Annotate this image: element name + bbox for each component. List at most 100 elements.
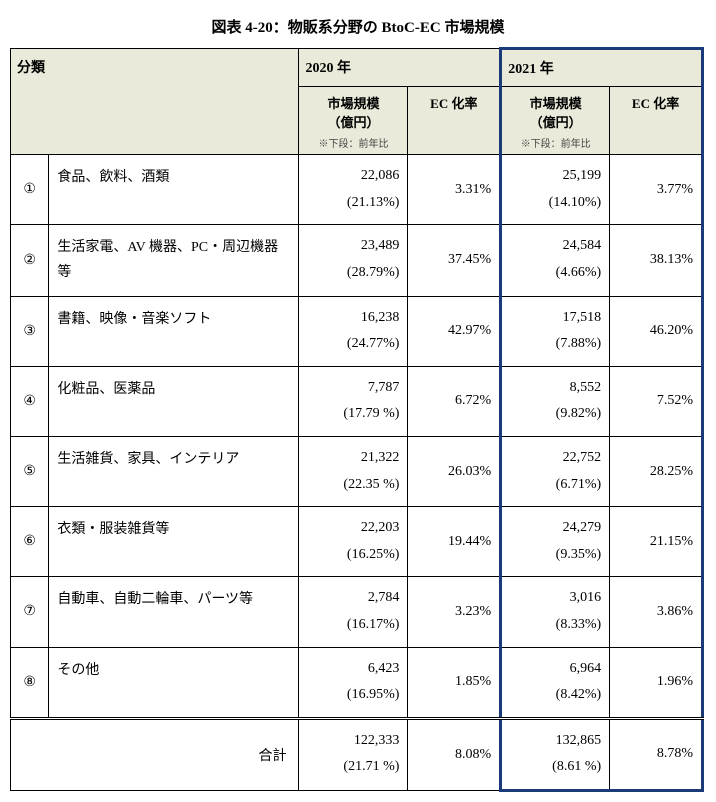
row-v21: 25,199(14.10%) — [501, 155, 610, 225]
row-category: 生活雑貨、家具、インテリア — [49, 436, 299, 506]
table-row: ②生活家電、AV 機器、PC・周辺機器等23,489(28.79%)37.45%… — [11, 225, 703, 296]
total-r20: 8.08% — [408, 718, 501, 790]
market-table: 分類 2020 年 2021 年 市場規模 （億円） ※下段：前年比 EC 化率… — [10, 47, 704, 792]
hdr-category: 分類 — [11, 49, 299, 155]
row-v21: 24,584(4.66%) — [501, 225, 610, 296]
row-v20-yoy: (16.95%) — [303, 682, 399, 709]
row-v20: 7,787(17.79 %) — [299, 366, 408, 436]
row-number: ⑧ — [11, 647, 49, 718]
row-v20-yoy: (21.13%) — [303, 190, 399, 217]
hdr-year-2020: 2020 年 — [299, 49, 501, 87]
row-v20-val: 22,203 — [303, 515, 399, 542]
row-v20-yoy: (16.17%) — [303, 612, 399, 639]
row-v20: 22,086(21.13%) — [299, 155, 408, 225]
row-v20-yoy: (22.35 %) — [303, 472, 399, 499]
total-v20-val: 122,333 — [303, 728, 399, 755]
row-v21-yoy: (8.42%) — [506, 682, 601, 709]
hdr-size-note: ※下段：前年比 — [303, 135, 403, 150]
row-r21: 3.86% — [610, 577, 703, 647]
row-v21-val: 8,552 — [506, 375, 601, 402]
row-v21-val: 25,199 — [506, 163, 601, 190]
row-v20-yoy: (24.77%) — [303, 331, 399, 358]
row-r20: 19.44% — [408, 507, 501, 577]
hdr-year-2021-ext — [610, 49, 703, 87]
row-r20: 42.97% — [408, 296, 501, 366]
row-v20: 16,238(24.77%) — [299, 296, 408, 366]
hdr-rate-2021: EC 化率 — [610, 87, 703, 155]
hdr-rate-2020: EC 化率 — [408, 87, 501, 155]
row-v21-val: 22,752 — [506, 445, 601, 472]
hdr-size-unit: （億円） — [303, 112, 403, 131]
row-category: 食品、飲料、酒類 — [49, 155, 299, 225]
total-row: 合計 122,333 (21.71 %) 8.08% 132,865 (8.61… — [11, 718, 703, 790]
row-v21-yoy: (6.71%) — [506, 472, 601, 499]
row-category: 自動車、自動二輪車、パーツ等 — [49, 577, 299, 647]
total-r21: 8.78% — [610, 718, 703, 790]
row-r20: 3.31% — [408, 155, 501, 225]
row-v20: 6,423(16.95%) — [299, 647, 408, 718]
row-v20-yoy: (17.79 %) — [303, 401, 399, 428]
table-row: ⑧その他6,423(16.95%)1.85%6,964(8.42%)1.96% — [11, 647, 703, 718]
row-r21: 21.15% — [610, 507, 703, 577]
row-r21: 38.13% — [610, 225, 703, 296]
row-v21: 22,752(6.71%) — [501, 436, 610, 506]
row-v21: 17,518(7.88%) — [501, 296, 610, 366]
table-row: ⑦自動車、自動二輪車、パーツ等2,784(16.17%)3.23%3,016(8… — [11, 577, 703, 647]
row-v21-val: 3,016 — [506, 585, 601, 612]
row-v21-val: 17,518 — [506, 305, 601, 332]
table-row: ④化粧品、医薬品7,787(17.79 %)6.72%8,552(9.82%)7… — [11, 366, 703, 436]
row-number: ⑥ — [11, 507, 49, 577]
row-v20-val: 16,238 — [303, 305, 399, 332]
row-v20: 22,203(16.25%) — [299, 507, 408, 577]
table-row: ③書籍、映像・音楽ソフト16,238(24.77%)42.97%17,518(7… — [11, 296, 703, 366]
row-v21-val: 24,584 — [506, 233, 601, 260]
row-r20: 3.23% — [408, 577, 501, 647]
hdr-size-2021: 市場規模 （億円） ※下段：前年比 — [501, 87, 610, 155]
table-row: ①食品、飲料、酒類22,086(21.13%)3.31%25,199(14.10… — [11, 155, 703, 225]
row-v20-yoy: (16.25%) — [303, 542, 399, 569]
row-number: ③ — [11, 296, 49, 366]
row-v21: 3,016(8.33%) — [501, 577, 610, 647]
total-v21-yoy: (8.61 %) — [506, 754, 601, 781]
row-number: ② — [11, 225, 49, 296]
row-v21-yoy: (9.82%) — [506, 401, 601, 428]
row-v20-val: 7,787 — [303, 375, 399, 402]
row-v20-yoy: (28.79%) — [303, 260, 399, 287]
row-v20: 21,322(22.35 %) — [299, 436, 408, 506]
total-v20-yoy: (21.71 %) — [303, 754, 399, 781]
total-label: 合計 — [11, 718, 299, 790]
row-r20: 1.85% — [408, 647, 501, 718]
row-r21: 1.96% — [610, 647, 703, 718]
row-v20: 2,784(16.17%) — [299, 577, 408, 647]
row-v21-yoy: (4.66%) — [506, 260, 601, 287]
hdr-size-label: 市場規模 — [303, 93, 403, 112]
row-category: その他 — [49, 647, 299, 718]
row-category: 生活家電、AV 機器、PC・周辺機器等 — [49, 225, 299, 296]
total-v21: 132,865 (8.61 %) — [501, 718, 610, 790]
row-v20-val: 23,489 — [303, 233, 399, 260]
row-v20-val: 22,086 — [303, 163, 399, 190]
row-category: 化粧品、医薬品 — [49, 366, 299, 436]
row-v20: 23,489(28.79%) — [299, 225, 408, 296]
row-v21-yoy: (9.35%) — [506, 542, 601, 569]
row-v21-val: 24,279 — [506, 515, 601, 542]
total-v20: 122,333 (21.71 %) — [299, 718, 408, 790]
row-number: ④ — [11, 366, 49, 436]
hdr-size-note-21: ※下段：前年比 — [506, 135, 605, 150]
row-v20-val: 21,322 — [303, 445, 399, 472]
hdr-year-2021: 2021 年 — [501, 49, 610, 87]
row-r21: 28.25% — [610, 436, 703, 506]
header-row-1: 分類 2020 年 2021 年 — [11, 49, 703, 87]
row-v21: 24,279(9.35%) — [501, 507, 610, 577]
hdr-size-unit-21: （億円） — [506, 112, 605, 131]
hdr-size-label-21: 市場規模 — [506, 93, 605, 112]
row-number: ⑤ — [11, 436, 49, 506]
row-r20: 37.45% — [408, 225, 501, 296]
table-title: 図表 4-20：物販系分野の BtoC-EC 市場規模 — [10, 16, 706, 37]
row-v20-val: 2,784 — [303, 585, 399, 612]
row-number: ⑦ — [11, 577, 49, 647]
row-v20-val: 6,423 — [303, 656, 399, 683]
row-category: 書籍、映像・音楽ソフト — [49, 296, 299, 366]
row-r20: 6.72% — [408, 366, 501, 436]
row-r21: 3.77% — [610, 155, 703, 225]
